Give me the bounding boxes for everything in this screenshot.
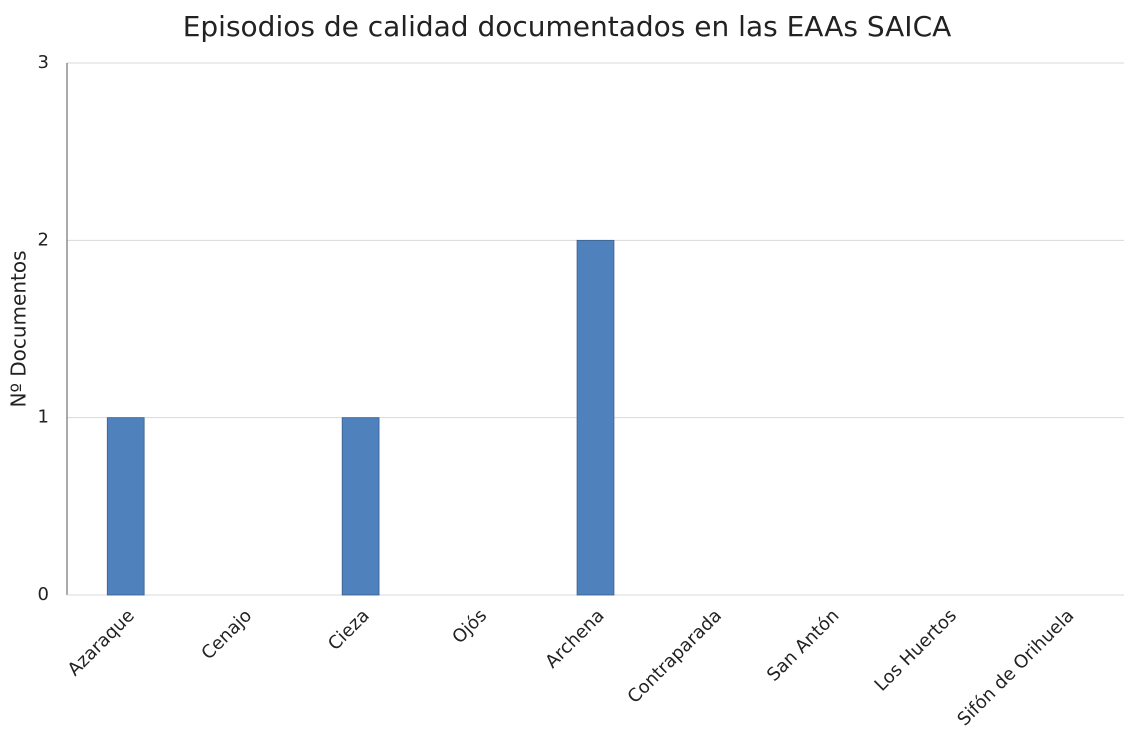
x-tick-label: Sifón de Orihuela: [953, 605, 1078, 730]
chart-title: Episodios de calidad documentados en las…: [183, 10, 952, 43]
x-tick-label: San Antón: [763, 605, 843, 685]
y-tick-label: 0: [38, 584, 49, 605]
x-tick-label: Cenajo: [197, 605, 256, 664]
x-tick-label: Contraparada: [624, 605, 726, 707]
y-tick-label: 1: [38, 407, 49, 428]
x-tick-label: Cieza: [324, 605, 374, 655]
y-tick-label: 2: [38, 229, 49, 250]
bar: [576, 239, 615, 596]
x-tick-label: Azaraque: [64, 605, 139, 680]
bar: [341, 417, 380, 596]
x-tick-label: Archena: [541, 605, 608, 672]
y-axis-label: Nº Documentos: [7, 250, 31, 407]
bar: [106, 417, 145, 596]
y-tick-label: 3: [38, 52, 49, 73]
x-tick-label: Ojós: [448, 605, 491, 648]
x-tick-label: Los Huertos: [871, 605, 961, 695]
